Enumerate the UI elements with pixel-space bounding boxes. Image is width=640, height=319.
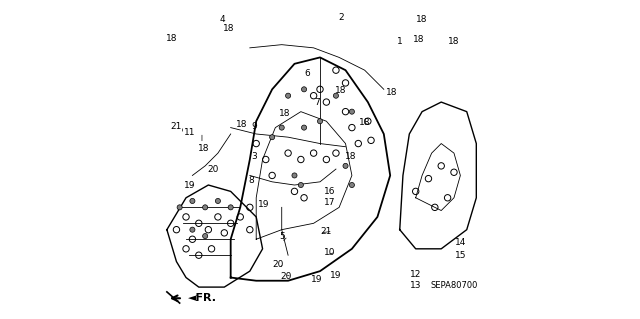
Text: 21: 21 [321, 227, 332, 236]
Text: 2: 2 [338, 13, 344, 22]
Text: 19: 19 [259, 200, 270, 209]
Text: 17: 17 [324, 198, 335, 207]
Text: 15: 15 [454, 251, 466, 260]
Circle shape [301, 87, 307, 92]
Circle shape [349, 182, 355, 188]
Circle shape [203, 234, 208, 239]
Text: 9: 9 [252, 122, 257, 130]
Text: ◄FR.: ◄FR. [188, 293, 216, 303]
Circle shape [279, 125, 284, 130]
Circle shape [298, 182, 303, 188]
Circle shape [301, 125, 307, 130]
Text: 10: 10 [324, 248, 335, 256]
Text: 6: 6 [305, 69, 310, 78]
Circle shape [190, 227, 195, 232]
Text: 18: 18 [413, 35, 425, 44]
Text: 20: 20 [280, 272, 291, 281]
Text: 19: 19 [311, 275, 323, 284]
Text: 14: 14 [454, 238, 466, 247]
Text: 20: 20 [207, 165, 219, 174]
Circle shape [349, 109, 355, 114]
Circle shape [203, 205, 208, 210]
Circle shape [177, 205, 182, 210]
Text: 18: 18 [359, 118, 371, 127]
Text: 19: 19 [184, 181, 196, 189]
Circle shape [228, 205, 233, 210]
Circle shape [285, 93, 291, 98]
Text: 7: 7 [314, 98, 320, 107]
Text: 18: 18 [417, 15, 428, 24]
Text: SEPA80700: SEPA80700 [430, 281, 477, 290]
Circle shape [317, 119, 323, 124]
Text: 18: 18 [448, 37, 460, 46]
Circle shape [216, 198, 220, 204]
Circle shape [343, 163, 348, 168]
Text: 18: 18 [279, 109, 291, 118]
Text: 13: 13 [410, 281, 422, 290]
Circle shape [333, 93, 339, 98]
Text: 5: 5 [279, 232, 285, 241]
Text: 12: 12 [410, 270, 421, 279]
Text: 18: 18 [335, 86, 346, 95]
Text: 3: 3 [252, 152, 257, 161]
Text: 18: 18 [223, 24, 235, 33]
Text: 18: 18 [386, 88, 397, 97]
Text: 19: 19 [330, 271, 341, 280]
Circle shape [292, 173, 297, 178]
Text: 16: 16 [324, 187, 335, 196]
Text: 18: 18 [236, 120, 248, 129]
Circle shape [190, 198, 195, 204]
Text: 18: 18 [344, 152, 356, 161]
Text: 1: 1 [397, 37, 403, 46]
Text: 4: 4 [220, 15, 225, 24]
Text: 18: 18 [198, 144, 209, 153]
Text: 11: 11 [184, 128, 195, 137]
Text: 20: 20 [272, 260, 284, 269]
Text: 18: 18 [166, 34, 177, 43]
Circle shape [269, 135, 275, 140]
Text: 8: 8 [248, 176, 254, 185]
Text: 21: 21 [170, 122, 182, 130]
